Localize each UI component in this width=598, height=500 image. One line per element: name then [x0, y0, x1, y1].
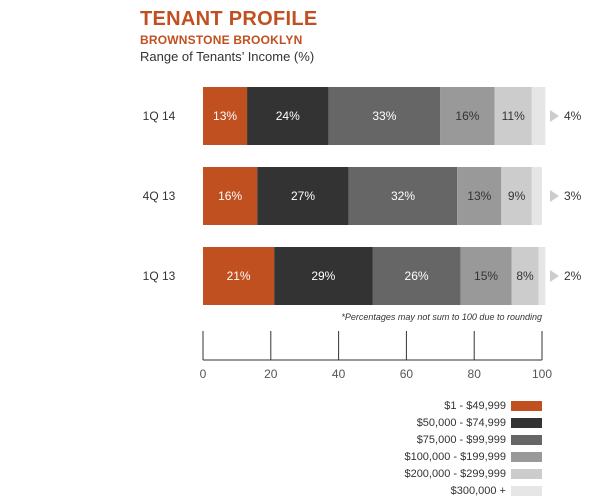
legend: $1 - $49,999 $50,000 - $74,999 $75,000 - $…: [360, 397, 542, 499]
bar-segment: [257, 167, 349, 225]
x-tick-label: 60: [400, 367, 414, 381]
data-label: 13%: [467, 189, 491, 203]
chart-description: Range of Tenants’ Income (%): [140, 49, 315, 64]
chart-subtitle: BROWNSTONE BROOKLYN: [140, 33, 303, 47]
legend-item: $300,000 +: [360, 482, 542, 499]
data-label: 21%: [227, 269, 251, 283]
category-label: 4Q 13: [143, 189, 176, 203]
legend-label: $100,000 - $199,999: [404, 450, 506, 463]
data-label: 9%: [508, 189, 526, 203]
data-label: 24%: [276, 109, 300, 123]
legend-label: $1 - $49,999: [444, 399, 506, 412]
chart-title: TENANT PROFILE: [140, 8, 318, 30]
pointer-arrow: [550, 110, 559, 122]
data-label: 32%: [391, 189, 415, 203]
category-label: 1Q 13: [143, 269, 176, 283]
data-label: 29%: [311, 269, 335, 283]
legend-swatch: [511, 485, 542, 496]
data-label: 15%: [474, 269, 498, 283]
bar-segment: [203, 247, 275, 305]
pointer-arrow: [550, 270, 559, 282]
legend-label: $200,000 - $299,999: [404, 467, 506, 480]
legend-label: $300,000 +: [450, 484, 506, 497]
legend-swatch: [511, 417, 542, 428]
legend-item: $200,000 - $299,999: [360, 465, 542, 482]
x-tick-label: 20: [264, 367, 278, 381]
legend-label: $75,000 - $99,999: [416, 433, 506, 446]
data-label: 3%: [564, 189, 582, 203]
bar-segment: [203, 167, 258, 225]
data-label: 16%: [455, 109, 479, 123]
bar-segment: [247, 87, 329, 145]
bar-segment: [328, 87, 441, 145]
data-label: 13%: [213, 109, 237, 123]
bar-segment: [348, 167, 458, 225]
data-label: 16%: [218, 189, 242, 203]
data-label: 2%: [564, 269, 582, 283]
legend-swatch: [511, 400, 542, 411]
pointer-arrow: [550, 190, 559, 202]
legend-item: $100,000 - $199,999: [360, 448, 542, 465]
legend-swatch: [511, 451, 542, 462]
bar-segment: [538, 247, 546, 305]
bar-segment: [460, 247, 512, 305]
x-tick-label: 0: [200, 367, 207, 381]
data-label: 11%: [502, 109, 525, 123]
data-label: 8%: [516, 269, 534, 283]
bar-segment: [372, 247, 461, 305]
x-tick-label: 100: [532, 367, 552, 381]
category-label: 1Q 14: [143, 109, 176, 123]
data-label: 4%: [564, 109, 582, 123]
legend-swatch: [511, 468, 542, 479]
footnote: *Percentages may not sum to 100 due to r…: [341, 312, 542, 322]
legend-item: $75,000 - $99,999: [360, 431, 542, 448]
x-tick-label: 40: [332, 367, 346, 381]
bar-segment: [531, 87, 546, 145]
bar-segment: [457, 167, 502, 225]
bar-segment: [494, 87, 532, 145]
bar-segment: [501, 167, 532, 225]
legend-swatch: [511, 434, 542, 445]
bar-segment: [511, 247, 539, 305]
bar-segment: [274, 247, 373, 305]
x-tick-label: 80: [468, 367, 482, 381]
legend-item: $1 - $49,999: [360, 397, 542, 414]
bar-segment: [203, 87, 248, 145]
legend-item: $50,000 - $74,999: [360, 414, 542, 431]
bar-segment: [531, 167, 542, 225]
legend-label: $50,000 - $74,999: [416, 416, 506, 429]
data-label: 33%: [372, 109, 396, 123]
data-label: 27%: [291, 189, 315, 203]
data-label: 26%: [405, 269, 429, 283]
bar-segment: [440, 87, 495, 145]
